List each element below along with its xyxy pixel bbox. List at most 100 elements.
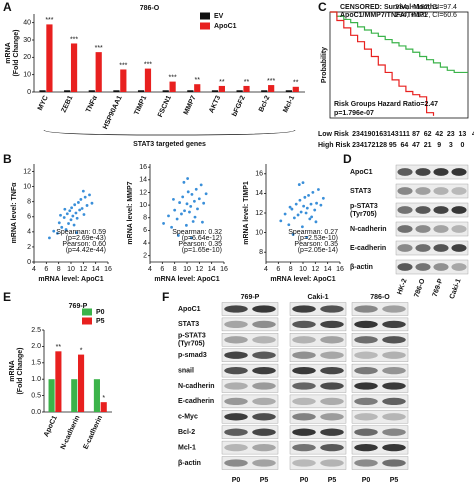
y-tick-label: 10	[139, 202, 147, 209]
risk-count: 234	[352, 142, 364, 149]
x-tick-label: 6	[160, 266, 164, 273]
risk-count: 0	[460, 142, 464, 149]
scatter-point	[186, 190, 190, 194]
scatter-point	[288, 205, 292, 209]
scatter-point	[75, 216, 79, 220]
blot-row-label: STAT3	[350, 188, 371, 195]
scatter-point	[315, 201, 318, 205]
bar	[268, 85, 275, 92]
y-axis-label: (Fold Change)	[13, 29, 20, 76]
blot-band	[224, 382, 248, 390]
y-tick-label: 1.5	[31, 360, 41, 367]
blot-band	[433, 244, 449, 252]
blot-band	[382, 459, 406, 467]
blot-band	[252, 459, 276, 467]
blot-lane-label: 786-O	[413, 277, 426, 298]
legend-label: P0	[96, 309, 105, 316]
blot-band	[451, 206, 467, 214]
scatter-point	[172, 198, 175, 201]
risk-count: 42	[435, 131, 443, 138]
significance: ***	[45, 17, 53, 24]
bar	[261, 90, 268, 92]
blot-strip	[395, 164, 469, 180]
blot-lane-label: P0	[362, 477, 371, 484]
blot-band	[252, 320, 276, 329]
blot-row-label: E-cadherin	[178, 398, 214, 405]
scatter-point	[301, 181, 305, 185]
risk-count: 9	[437, 142, 441, 149]
scatter-point	[305, 236, 309, 239]
x-tick-label: 16	[336, 266, 344, 273]
scatter-point	[186, 177, 190, 180]
risk-count: 64	[401, 142, 409, 149]
scatter-point	[317, 188, 320, 191]
blot-band	[415, 187, 431, 195]
blot-band	[415, 168, 431, 176]
scatter-point	[188, 210, 191, 214]
blot-band	[224, 413, 248, 421]
annotation: (p=4.42e-44)	[66, 247, 106, 254]
blot-band	[382, 443, 406, 452]
significance: ***	[144, 61, 152, 68]
y-tick-label: 1.0	[31, 376, 41, 383]
x-tick-label: FSCN1	[157, 95, 173, 119]
annotation: Risk Groups Hazard Ratio=2.47	[334, 101, 438, 108]
scatter-point	[307, 193, 310, 197]
blot-band	[451, 244, 467, 252]
blot-strip	[395, 183, 469, 199]
blot-band	[415, 244, 431, 252]
blot-band	[354, 413, 378, 421]
blot-band	[354, 351, 378, 359]
x-axis-label: mRNA level: ApoC1	[38, 276, 103, 283]
y-tick-label: 8	[259, 249, 263, 256]
scatter-point	[304, 211, 308, 215]
scatter-point	[180, 212, 183, 216]
scatter-point	[290, 207, 294, 211]
blot-band	[292, 366, 316, 375]
x-tick-label: 14	[208, 266, 216, 273]
x-tick-label: bFGF2	[231, 95, 247, 118]
blot-band	[252, 305, 276, 313]
y-axis-label: mRNA	[5, 42, 12, 63]
chart-title: 769-P	[69, 303, 88, 310]
scatter-point	[182, 180, 186, 184]
legend-swatch	[82, 317, 92, 325]
bar	[194, 84, 201, 92]
blot-lane-label: P5	[328, 477, 337, 484]
scatter-point	[178, 201, 182, 204]
risk-count: 143	[387, 131, 399, 138]
scatter-point	[52, 229, 56, 233]
bracket	[43, 129, 296, 136]
scatter-point	[59, 213, 62, 217]
risk-count: 190	[364, 131, 376, 138]
scatter-point	[296, 213, 300, 217]
blot-lane-label: 769-P	[432, 278, 445, 298]
scatter-point	[170, 225, 173, 229]
scatter-point	[189, 236, 193, 240]
x-tick-label: 6	[44, 266, 48, 273]
blot-group-label: 769-P	[241, 294, 260, 301]
x-tick-label: 14	[92, 266, 100, 273]
x-tick-label: 10	[67, 266, 75, 273]
blot-band	[292, 305, 316, 313]
legend-swatch	[200, 22, 210, 30]
scatter-point	[279, 219, 283, 223]
legend-label: P5	[96, 318, 105, 325]
survival-curve	[330, 11, 435, 116]
blot-row-label: p-smad3	[178, 352, 207, 359]
risk-count: 163	[375, 131, 387, 138]
blot-row-label: Bcl-2	[178, 429, 195, 436]
y-tick-label: 12	[139, 189, 147, 196]
blot-band	[382, 428, 406, 436]
scatter-point	[193, 215, 197, 219]
x-tick-label: ApoC1	[43, 415, 59, 438]
legend-label: 234, +:132, CI=60.6	[395, 12, 457, 19]
y-tick-label: 2.5	[31, 327, 41, 334]
y-axis-label: (Fold Change)	[17, 347, 24, 394]
blot-band	[252, 382, 276, 390]
risk-count: 13	[459, 131, 467, 138]
blot-band	[320, 382, 344, 390]
x-tick-label: 14	[324, 266, 332, 273]
y-tick-label: 2	[143, 253, 147, 260]
